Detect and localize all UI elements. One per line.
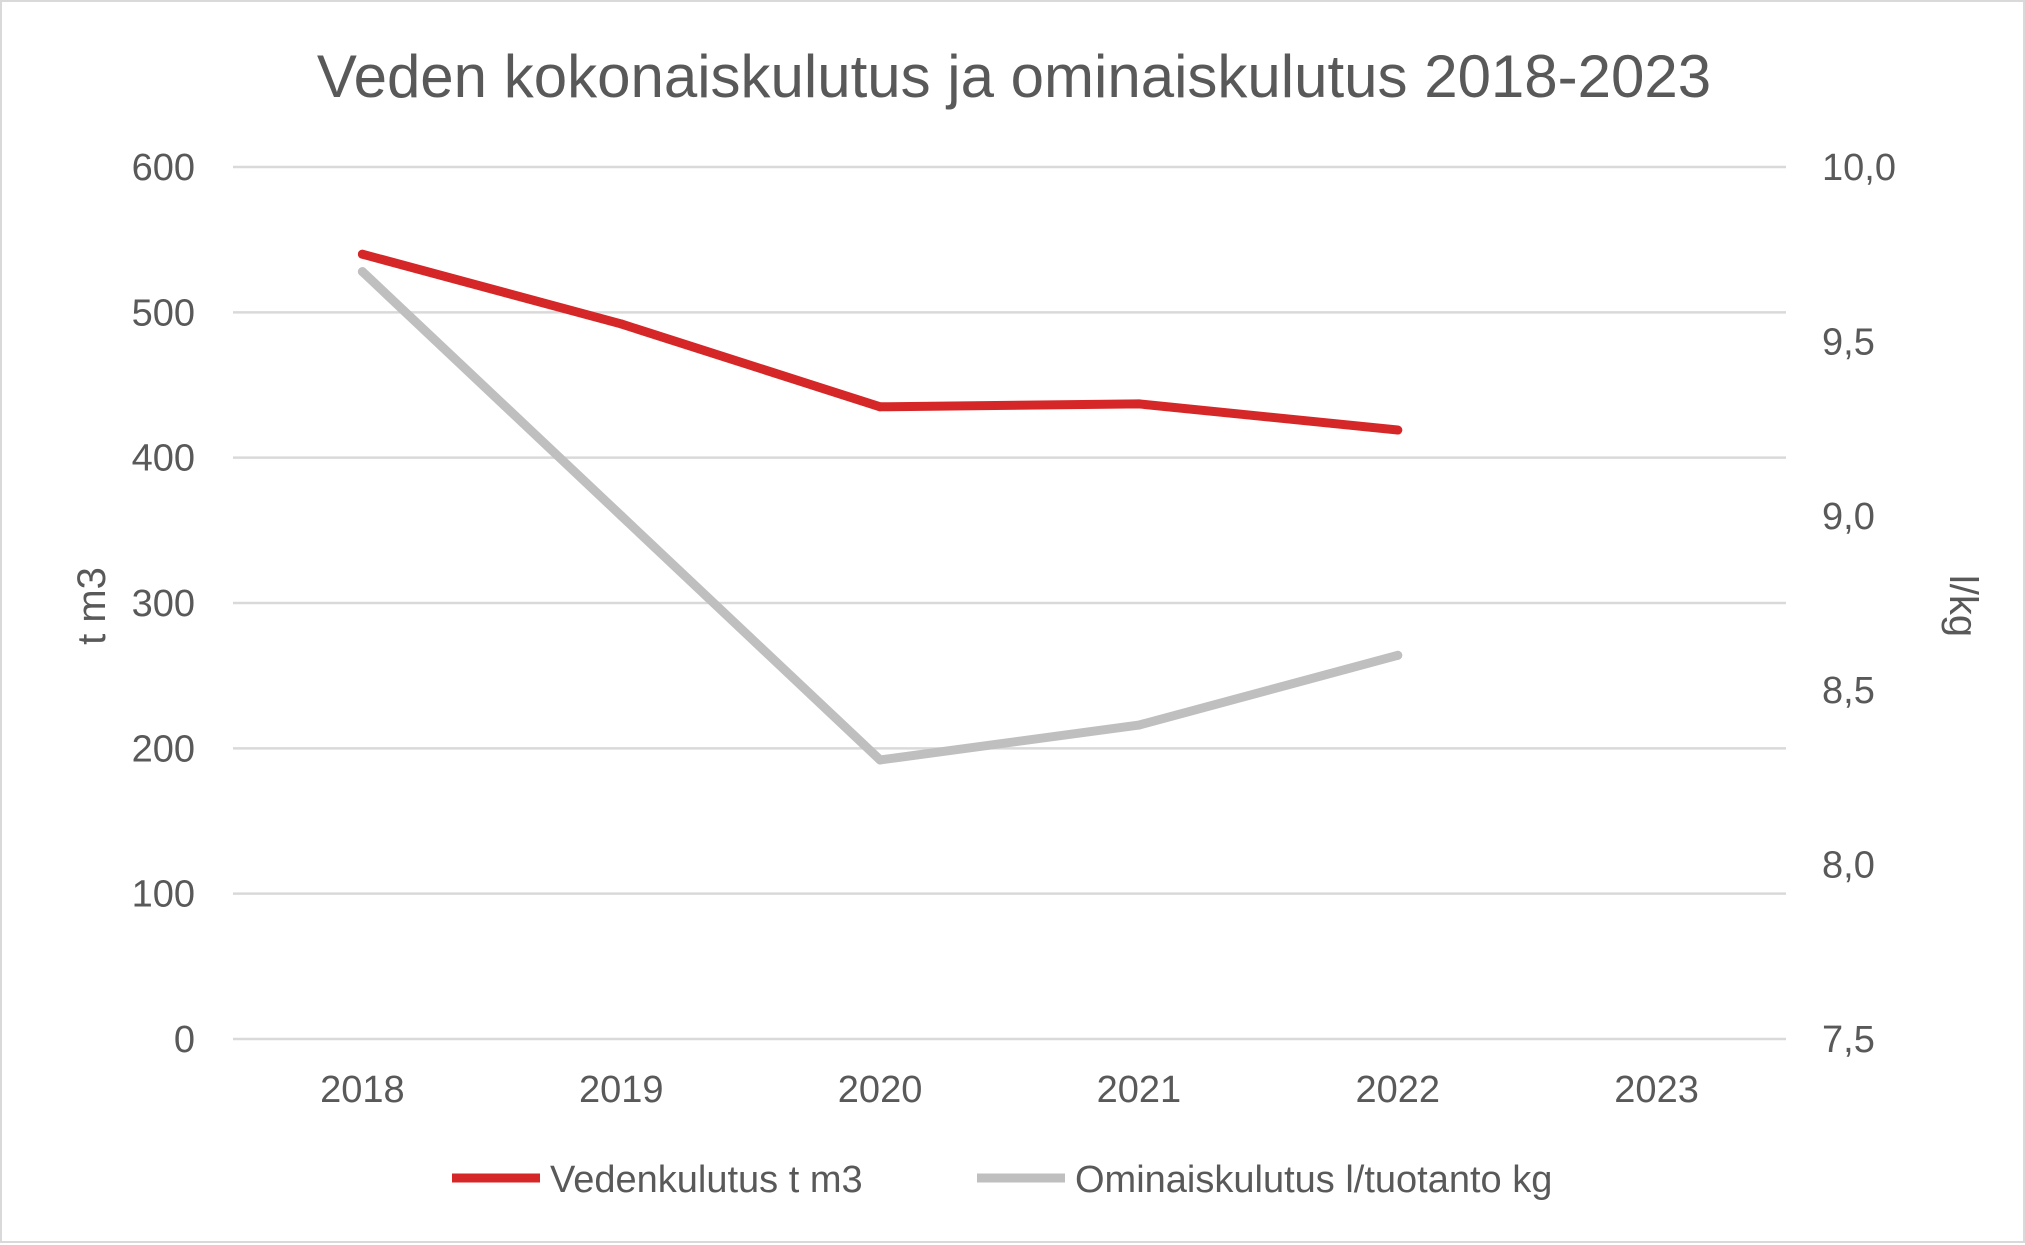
x-tick-label: 2020 — [838, 1069, 923, 1111]
data-point — [1134, 399, 1144, 409]
gridlines — [233, 165, 1786, 1041]
x-tick-label: 2021 — [1097, 1069, 1182, 1111]
data-point — [875, 755, 885, 765]
left-tick-label: 400 — [132, 438, 195, 480]
legend-label-ominaiskulutus: Ominaiskulutus l/tuotanto kg — [1075, 1159, 1552, 1201]
left-tick-label: 600 — [132, 147, 195, 189]
left-axis-title: t m3 — [70, 567, 114, 645]
left-tick-label: 500 — [132, 292, 195, 334]
right-tick-label: 7,5 — [1822, 1019, 1875, 1061]
data-point — [616, 319, 626, 329]
legend: Vedenkulutus t m3 Ominaiskulutus l/tuota… — [452, 1159, 1552, 1201]
right-axis-title: l/kg — [1941, 575, 1985, 637]
series-lines — [357, 249, 1403, 765]
left-axis-ticks: 0 100 200 300 400 500 600 — [132, 147, 195, 1061]
data-point — [616, 511, 626, 521]
legend-label-vedenkulutus: Vedenkulutus t m3 — [550, 1159, 863, 1201]
x-tick-label: 2018 — [320, 1069, 405, 1111]
left-tick-label: 100 — [132, 874, 195, 916]
right-tick-label: 8,5 — [1822, 670, 1875, 712]
left-tick-label: 300 — [132, 583, 195, 625]
left-tick-label: 200 — [132, 728, 195, 770]
series-line-ominaiskulutus — [357, 267, 1403, 765]
data-point — [357, 267, 367, 277]
data-point — [1393, 650, 1403, 660]
right-tick-label: 9,0 — [1822, 496, 1875, 538]
right-tick-label: 9,5 — [1822, 321, 1875, 363]
right-axis-ticks: 7,5 8,0 8,5 9,0 9,5 10,0 — [1822, 147, 1896, 1061]
x-axis-ticks: 2018 2019 2020 2021 2022 2023 — [320, 1069, 1699, 1111]
x-tick-label: 2019 — [579, 1069, 664, 1111]
data-point — [357, 249, 367, 259]
right-tick-label: 8,0 — [1822, 845, 1875, 887]
data-point — [1134, 720, 1144, 730]
right-tick-label: 10,0 — [1822, 147, 1896, 189]
x-tick-label: 2023 — [1614, 1069, 1699, 1111]
data-point — [875, 402, 885, 412]
x-tick-label: 2022 — [1355, 1069, 1440, 1111]
left-tick-label: 0 — [174, 1019, 195, 1061]
data-point — [1393, 425, 1403, 435]
chart-title: Veden kokonaiskulutus ja ominaiskulutus … — [317, 43, 1711, 110]
